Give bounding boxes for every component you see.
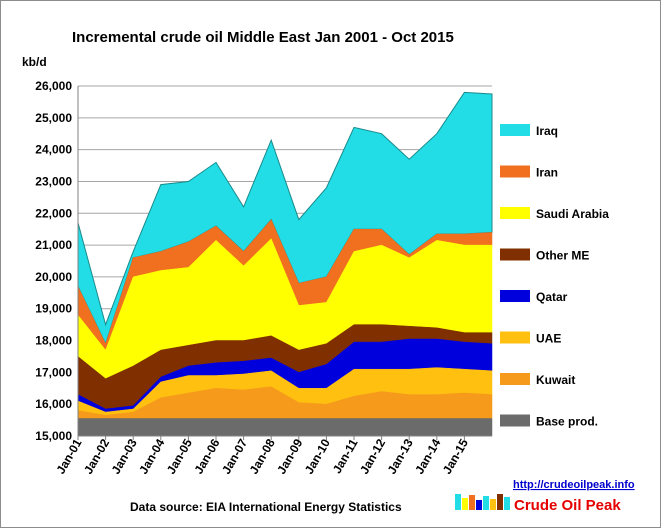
legend-label: UAE <box>536 332 561 346</box>
legend-swatch <box>500 165 530 178</box>
area-base-prod <box>77 418 493 437</box>
legend-label: Iraq <box>536 124 558 138</box>
logo-bar <box>455 494 461 510</box>
y-tick-label: 21,000 <box>35 238 72 252</box>
legend-swatch <box>500 414 530 427</box>
y-tick-label: 18,000 <box>35 334 72 348</box>
legend-label: Base prod. <box>536 415 598 429</box>
y-tick-labels: 15,000 16,000 17,000 18,000 19,000 20,000 21,0… <box>35 79 72 443</box>
y-axis-label: kb/d <box>22 55 47 69</box>
source-note: Data source: EIA International Energy St… <box>130 500 402 514</box>
x-tick-labels: Jan-01Jan-02Jan-03Jan-04Jan-05Jan-06Jan-… <box>53 436 471 476</box>
x-tick-label: Jan-15 <box>440 436 471 476</box>
y-tick-label: 26,000 <box>35 79 72 93</box>
legend-label: Kuwait <box>536 373 575 387</box>
legend-swatch <box>500 290 530 302</box>
legend-swatch <box>500 331 530 344</box>
y-tick-label: 15,000 <box>35 429 72 443</box>
x-tick-label: Jan-12 <box>357 436 388 476</box>
y-tick-label: 22,000 <box>35 206 72 220</box>
y-tick-label: 20,000 <box>35 270 72 284</box>
chart-title: Incremental crude oil Middle East Jan 20… <box>72 29 454 46</box>
legend: Iraq Iran Saudi Arabia Other ME Qatar UAE Kuwa… <box>500 124 609 429</box>
x-tick-label: Jan-02 <box>81 436 112 476</box>
x-tick-label: Jan-14 <box>412 436 443 476</box>
x-tick-label: Jan-04 <box>136 436 167 476</box>
axes <box>77 86 492 440</box>
x-tick-label: Jan-03 <box>109 436 140 476</box>
legend-swatch <box>500 124 530 136</box>
logo-bar <box>504 497 510 510</box>
y-tick-label: 23,000 <box>35 174 72 188</box>
logo-bar <box>497 494 503 510</box>
y-tick-label: 24,000 <box>35 143 72 157</box>
stacked-areas <box>77 91 493 437</box>
legend-swatch <box>500 207 530 219</box>
y-tick-label: 17,000 <box>35 365 72 379</box>
logo-bar <box>483 496 489 510</box>
logo-bar <box>476 500 482 510</box>
x-tick-label: Jan-10 <box>302 436 333 476</box>
x-tick-label: Jan-05 <box>164 436 195 476</box>
logo-bar <box>469 495 475 510</box>
brand-name: Crude Oil Peak <box>514 497 621 514</box>
legend-swatch <box>500 373 530 385</box>
source-url-link[interactable]: http://crudeoilpeak.info <box>513 479 635 491</box>
x-tick-label: Jan-09 <box>274 436 305 476</box>
legend-swatch <box>500 248 530 261</box>
y-tick-label: 25,000 <box>35 111 72 125</box>
crude-oil-peak-logo: Crude Oil Peak <box>455 494 621 514</box>
logo-bar <box>490 499 496 510</box>
x-tick-label: Jan-13 <box>385 436 416 476</box>
x-tick-label: Jan-06 <box>191 436 222 476</box>
y-tick-label: 19,000 <box>35 302 72 316</box>
legend-label: Saudi Arabia <box>536 207 609 221</box>
legend-label: Qatar <box>536 290 568 304</box>
x-tick-label: Jan-07 <box>219 436 250 476</box>
logo-bar <box>462 498 468 510</box>
x-tick-label: Jan-08 <box>247 436 278 476</box>
legend-label: Iran <box>536 166 558 180</box>
y-tick-label: 16,000 <box>35 397 72 411</box>
legend-label: Other ME <box>536 249 589 263</box>
